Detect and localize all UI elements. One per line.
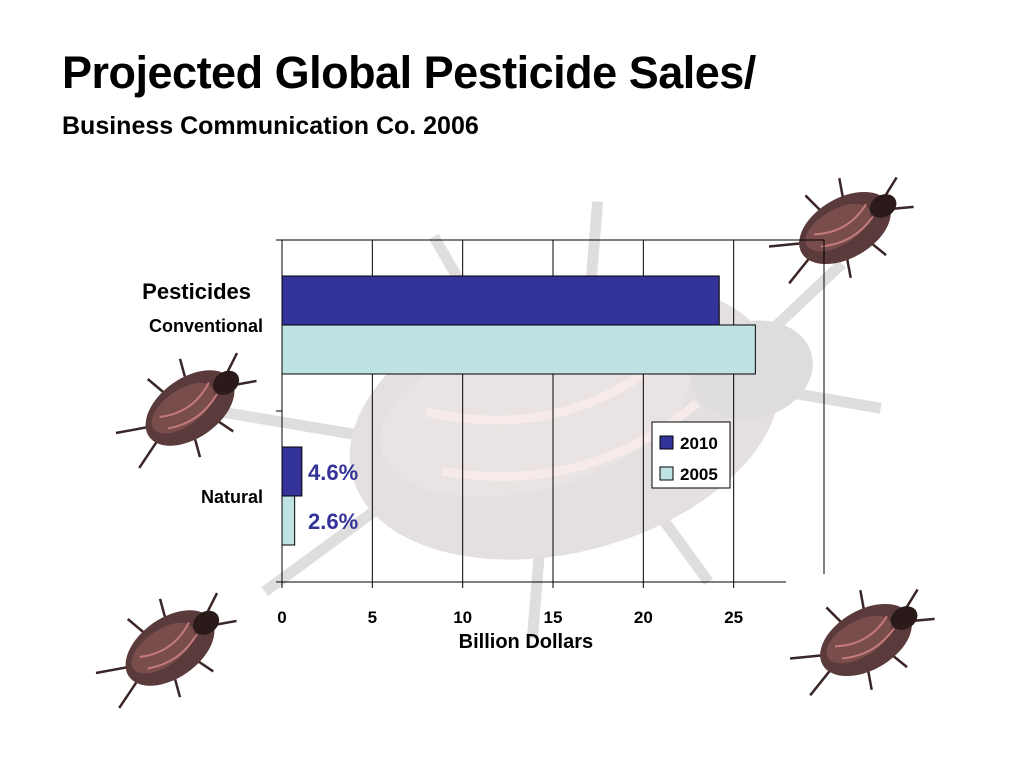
x-tick-label: 0 xyxy=(277,608,286,627)
group-header: Pesticides xyxy=(142,279,251,304)
data-label: 2.6% xyxy=(308,509,358,534)
x-tick-label: 25 xyxy=(724,608,743,627)
bar-conventional-2010 xyxy=(281,275,720,326)
legend-label: 2010 xyxy=(680,434,718,453)
x-tick-label: 5 xyxy=(368,608,377,627)
bar-natural-2005 xyxy=(281,495,296,546)
page-title: Projected Global Pesticide Sales/ xyxy=(62,47,756,98)
legend-swatch xyxy=(659,435,674,450)
category-label: Natural xyxy=(201,487,263,507)
legend-label: 2005 xyxy=(680,465,718,484)
x-axis-title: Billion Dollars xyxy=(459,631,593,653)
bar-conventional-2005 xyxy=(281,324,756,375)
category-label: Conventional xyxy=(149,316,263,336)
x-tick-label: 20 xyxy=(634,608,653,627)
bar-natural-2010 xyxy=(281,446,303,497)
data-label: 4.6% xyxy=(308,460,358,485)
x-tick-label: 10 xyxy=(453,608,472,627)
legend-swatch xyxy=(659,466,674,481)
x-tick-label: 15 xyxy=(544,608,563,627)
page-subtitle: Business Communication Co. 2006 xyxy=(62,112,479,140)
